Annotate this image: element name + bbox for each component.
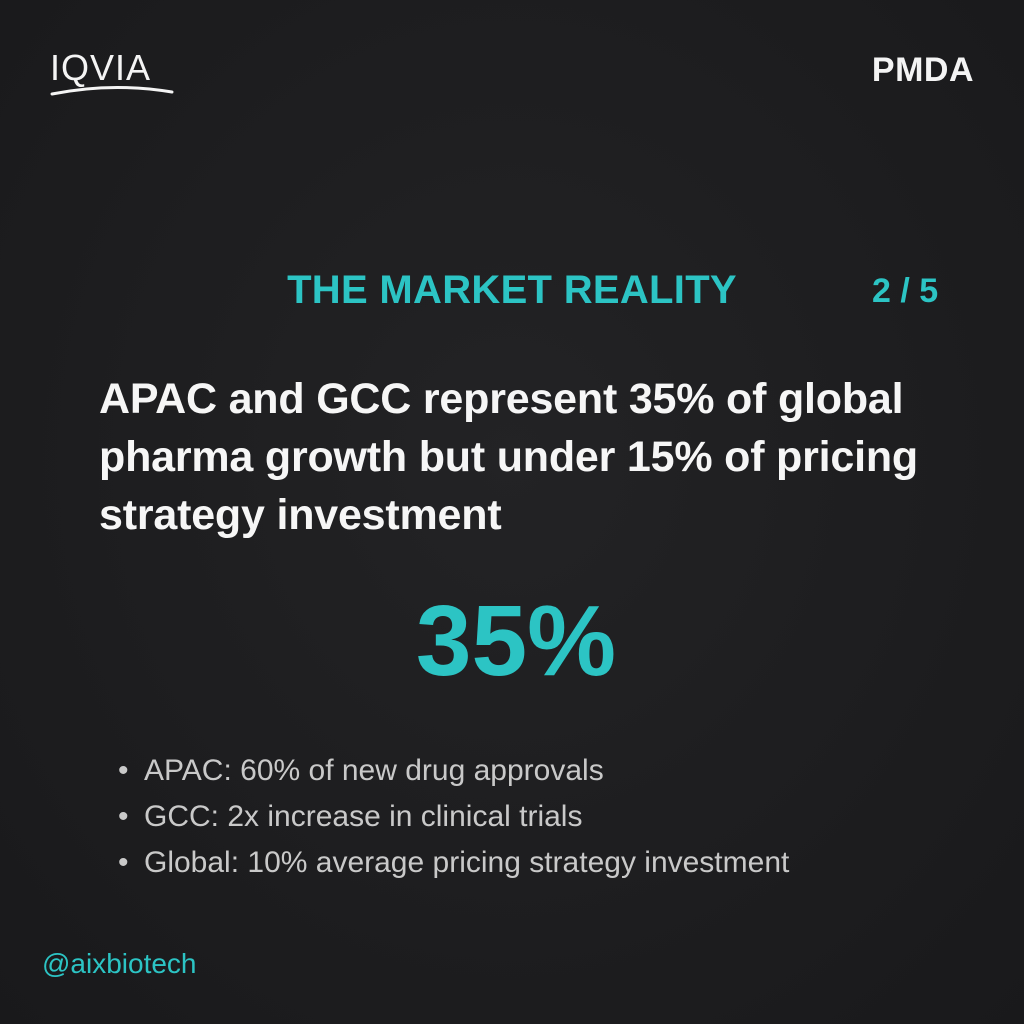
page-counter: 2 / 5 — [872, 272, 939, 310]
logo-swoosh-icon — [50, 85, 174, 96]
bullet-item: • Global: 10% average pricing strategy in… — [118, 840, 789, 886]
social-handle[interactable]: @aixbiotech — [42, 948, 197, 979]
bullet-item: • GCC: 2x increase in clinical trials — [118, 794, 789, 840]
bullet-list: • APAC: 60% of new drug approvals • GCC: 2… — [118, 748, 789, 886]
headline: APAC and GCC represent 35% of global pha… — [99, 375, 918, 539]
section-title: THE MARKET REALITY — [287, 268, 737, 312]
bullet-text: Global: 10% average pricing strategy inv… — [144, 846, 790, 879]
bullet-text: APAC: 60% of new drug approvals — [144, 754, 604, 787]
pmda-logo: PMDA — [871, 51, 974, 89]
big-stat-value: 35% — [415, 585, 617, 697]
iqvia-logo: IQVIA — [50, 48, 174, 100]
bullet-item: • APAC: 60% of new drug approvals — [118, 748, 789, 794]
bullet-text: GCC: 2x increase in clinical trials — [144, 800, 583, 833]
bullet-marker: • — [118, 754, 129, 787]
bullet-marker: • — [118, 800, 129, 833]
bullet-marker: • — [118, 846, 129, 879]
iqvia-logo-text: IQVIA — [50, 47, 152, 88]
